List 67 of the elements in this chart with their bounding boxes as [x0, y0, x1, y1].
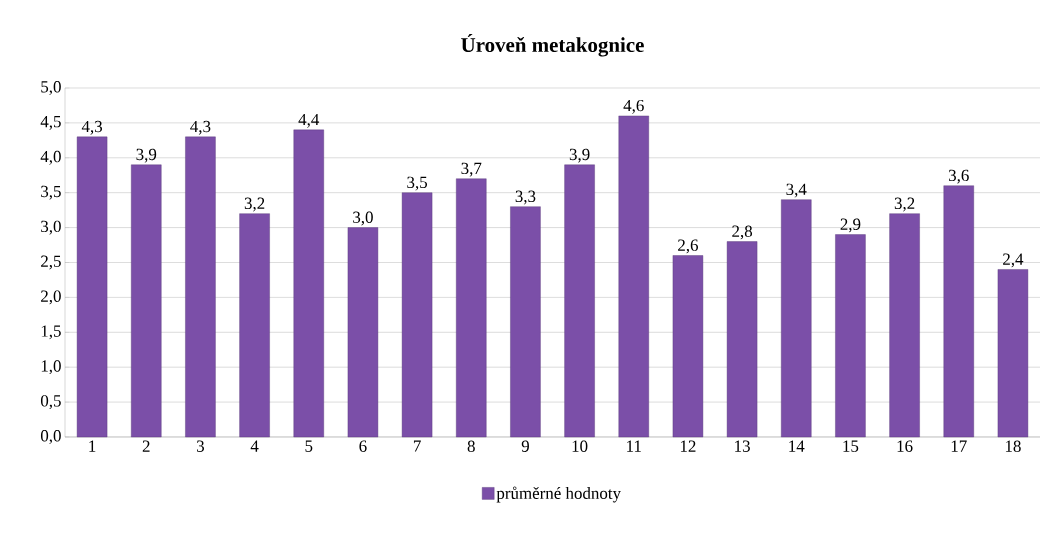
data-label: 3,7 [461, 162, 482, 177]
data-label: 3,4 [786, 183, 807, 198]
data-label: 2,4 [1003, 253, 1024, 268]
x-tick-label: 12 [680, 440, 696, 452]
y-tick-label: 3,5 [41, 185, 61, 200]
data-label: 2,9 [840, 218, 861, 233]
x-tick-label: 18 [1005, 440, 1021, 452]
data-label: 4,3 [190, 120, 211, 135]
x-tick-label: 5 [305, 440, 313, 452]
bar [456, 178, 487, 438]
y-tick-label: 5,0 [41, 81, 61, 95]
x-tick-label: 3 [197, 440, 205, 452]
data-label: 3,9 [136, 148, 157, 163]
bar [835, 234, 866, 438]
y-tick-label: 0,0 [40, 430, 61, 444]
data-label: 2,8 [732, 225, 753, 240]
legend-label: průměrné hodnoty [496, 486, 621, 503]
bar [943, 185, 974, 438]
bar [564, 164, 595, 438]
data-label: 3,3 [515, 190, 536, 205]
y-tick-label: 3,0 [41, 220, 61, 235]
data-label: 4,4 [298, 113, 320, 128]
x-tick-label: 11 [627, 440, 641, 452]
bar [293, 129, 324, 438]
bar [510, 206, 541, 438]
bar [76, 136, 108, 438]
x-tick-label: 2 [142, 440, 150, 452]
x-tick-label: 15 [843, 440, 859, 452]
data-label: 2,6 [678, 239, 699, 254]
data-label: 3,0 [353, 211, 373, 226]
bar [889, 213, 920, 438]
bar [401, 192, 433, 438]
y-tick-label: 4,5 [40, 116, 61, 130]
data-label: 3,5 [407, 176, 428, 191]
y-tick-label: 2,0 [41, 290, 61, 305]
x-tick-label: 17 [951, 440, 967, 452]
chart-title: Úroveň metakognice [461, 33, 644, 57]
x-tick-label: 14 [789, 440, 805, 452]
data-label: 3,9 [569, 148, 590, 163]
x-tick-label: 10 [572, 440, 588, 452]
x-tick-label: 9 [521, 440, 529, 452]
x-tick-label: 8 [467, 440, 475, 452]
x-tick-label: 1 [89, 440, 96, 452]
bar [185, 136, 216, 438]
bar [131, 164, 162, 438]
x-tick-label: 16 [897, 440, 913, 452]
x-tick-label: 4 [250, 440, 259, 452]
bar [347, 227, 379, 438]
bar [781, 199, 812, 438]
data-label: 3,2 [244, 197, 265, 212]
y-tick-label: 1,0 [41, 360, 61, 375]
y-tick-label: 0,5 [40, 395, 61, 410]
data-label: 4,6 [623, 99, 644, 114]
data-label: 3,6 [948, 169, 969, 184]
y-tick-label: 2,5 [41, 255, 61, 270]
bar [618, 115, 649, 438]
data-label: 3,2 [894, 197, 915, 212]
x-tick-label: 7 [413, 440, 421, 452]
x-tick-label: 13 [735, 440, 750, 452]
bar [672, 255, 704, 438]
x-tick-label: 6 [359, 440, 367, 452]
y-tick-label: 1,5 [41, 325, 61, 340]
y-tick-label: 4,0 [40, 150, 61, 165]
bar [726, 241, 758, 438]
bar [239, 213, 270, 438]
bar [997, 269, 1029, 438]
data-label: 4,3 [81, 120, 103, 135]
